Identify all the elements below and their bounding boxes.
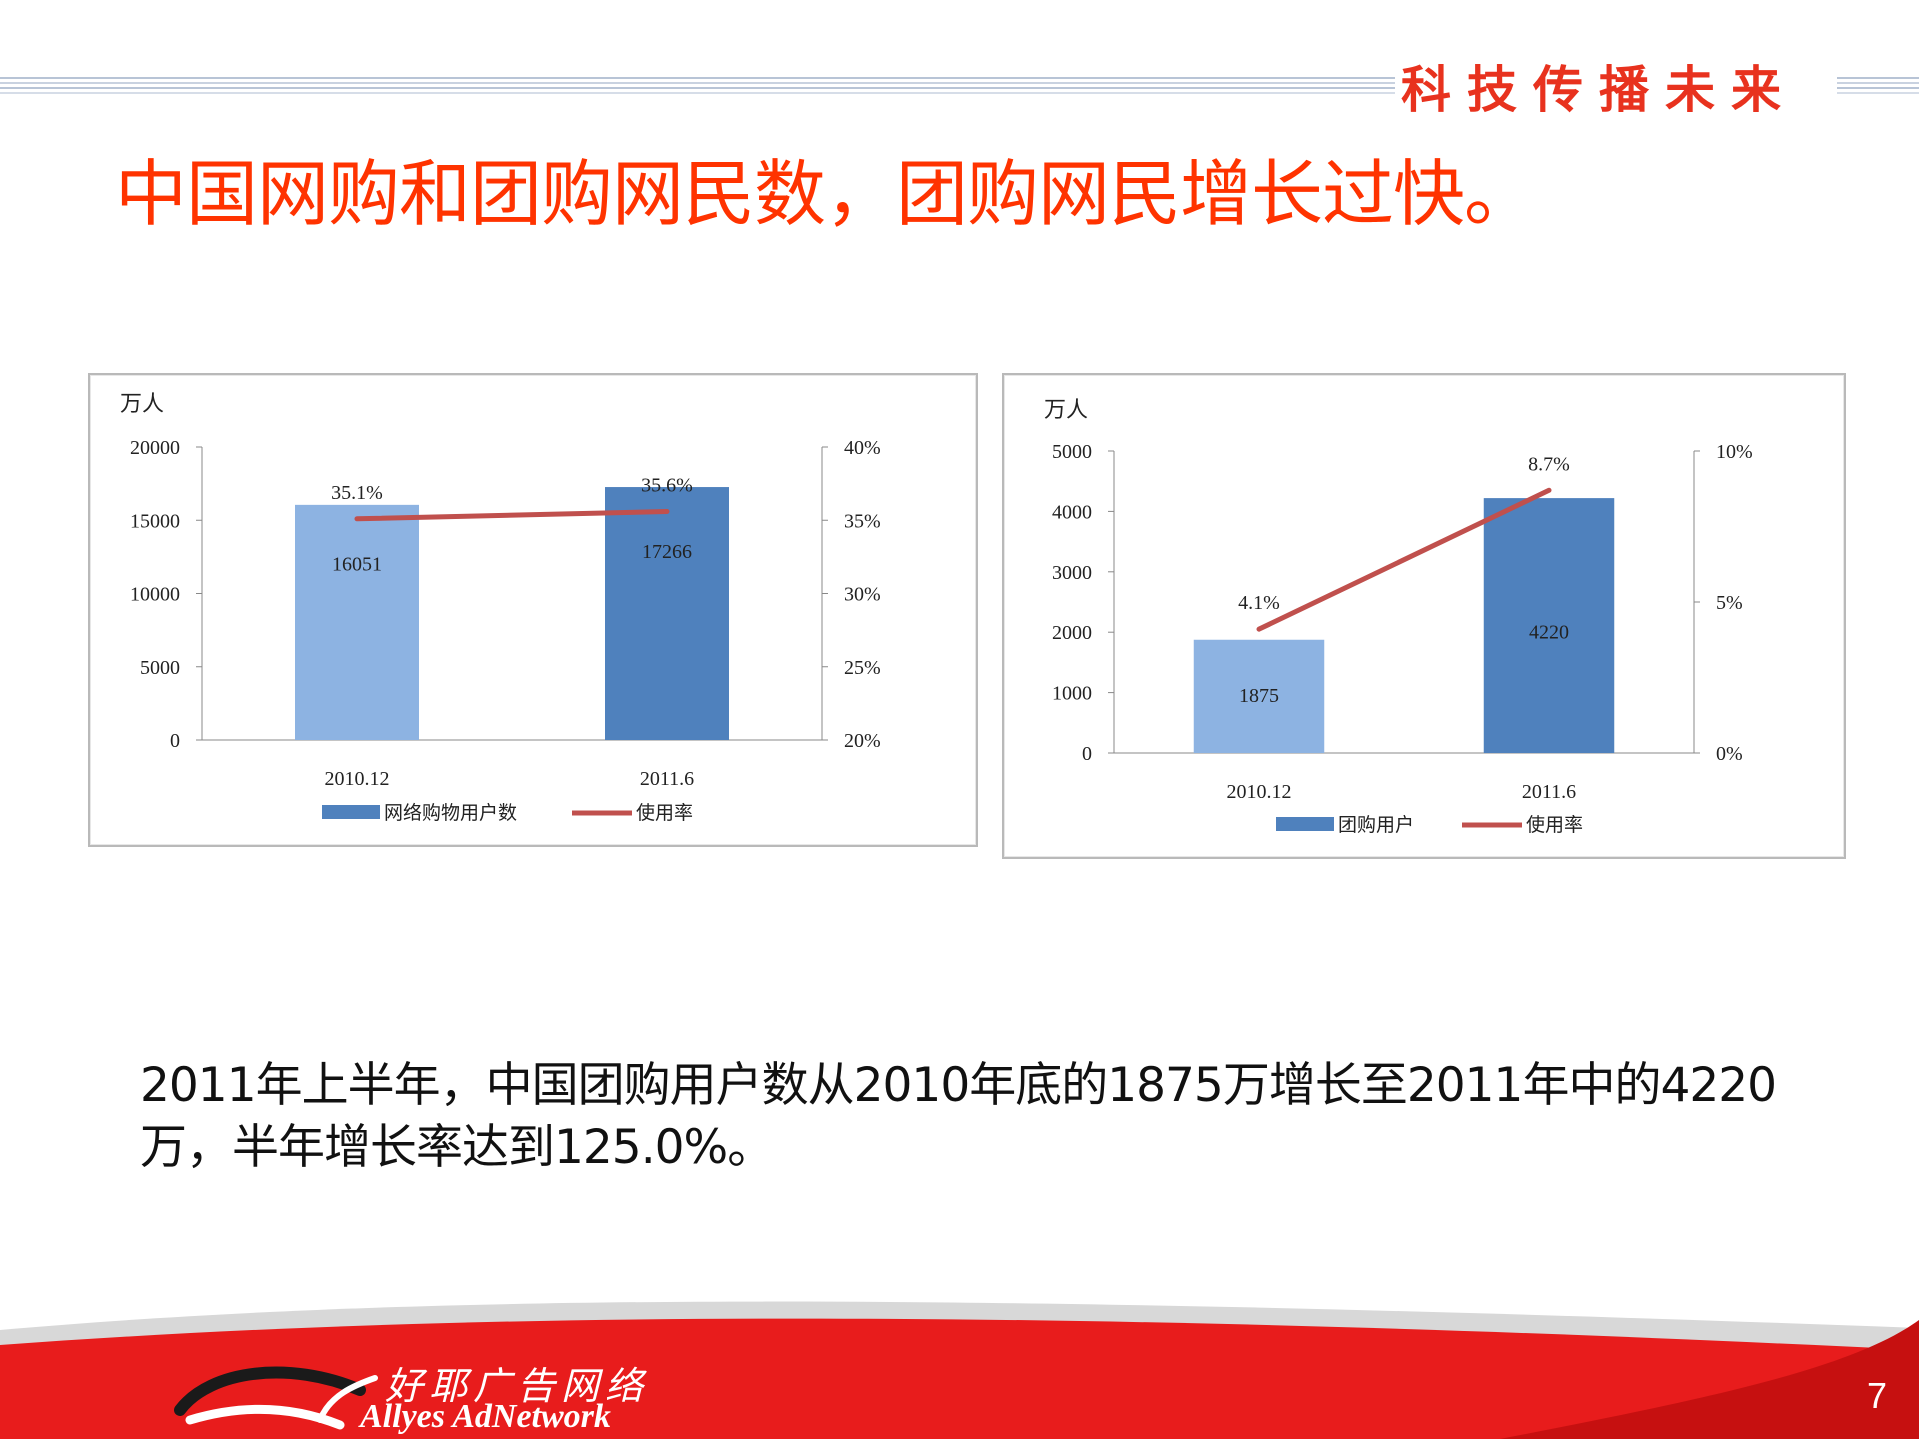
x-tick-label: 2011.6 <box>640 768 694 790</box>
y-left-tick-label: 10000 <box>130 584 180 606</box>
legend: 网络购物用户数 使用率 <box>322 802 693 824</box>
logo-text-en: Allyes AdNetwork <box>360 1398 611 1435</box>
slogan: 科技传播未来 <box>1395 50 1837 122</box>
summary-line-2: 万，半年增长率达到125.0%。 <box>140 1120 774 1175</box>
bar <box>295 504 419 740</box>
bar-value-label: 1875 <box>1239 685 1279 707</box>
y-right-tick-label: 30% <box>844 584 881 606</box>
logo-text-cn: 好耶广告网络 <box>385 1364 650 1408</box>
bar <box>1193 639 1325 753</box>
legend-label-bar: 网络购物用户数 <box>384 802 517 824</box>
chart-svg: 万人 0 1000 2000 3000 4000 5000 0% 5% 10% 2010.12 201… <box>1044 398 1753 836</box>
legend: 团购用户 使用率 <box>1276 814 1583 836</box>
y-left-tick-label: 5000 <box>1052 441 1092 463</box>
x-tick-label: 2010.12 <box>1227 781 1292 803</box>
bar-value-label: 17266 <box>642 541 692 563</box>
bar <box>1483 498 1615 753</box>
footer-banner <box>0 1301 1919 1439</box>
x-tick-label: 2011.6 <box>1522 781 1576 803</box>
y-right-tick-label: 0% <box>1716 743 1743 765</box>
line-point <box>1547 488 1551 493</box>
y-left-tick-label: 0 <box>170 730 180 752</box>
y-left-tick-label: 2000 <box>1052 622 1092 644</box>
x-tick-label: 2010.12 <box>325 768 390 790</box>
legend-label-bar: 团购用户 <box>1338 814 1414 836</box>
y-left-tick-label: 3000 <box>1052 562 1092 584</box>
legend-swatch-bar <box>322 805 380 819</box>
chart-svg: 万人 0 5000 10000 15000 20000 20% 25% 30% 35% 40% 201… <box>120 392 881 824</box>
usage-rate-line <box>354 508 670 522</box>
bar <box>605 487 729 740</box>
bar-value-label: 16051 <box>332 554 382 576</box>
summary-text: 2011年上半年，中国团购用户数从2010年底的1875万增长至2011年中的4… <box>140 1055 1820 1179</box>
bar-value-label: 4220 <box>1529 621 1569 643</box>
unit-label: 万人 <box>1044 398 1088 423</box>
y-right-tick-label: 35% <box>844 510 881 532</box>
online-shopping-chart: 万人 0 5000 10000 15000 20000 20% 25% 30% 35% 40% 201… <box>88 373 978 847</box>
y-left-tick-label: 15000 <box>130 510 180 532</box>
unit-label: 万人 <box>120 392 164 417</box>
group-buying-chart: 万人 0 1000 2000 3000 4000 5000 0% 5% 10% 2010.12 201… <box>1002 373 1846 859</box>
y-left-tick-label: 1000 <box>1052 683 1092 705</box>
legend-label-line: 使用率 <box>636 802 693 824</box>
y-right-tick-label: 20% <box>844 730 881 752</box>
line-point <box>1257 627 1261 632</box>
line-point <box>665 509 669 514</box>
legend-label-line: 使用率 <box>1526 814 1583 836</box>
y-left-tick-label: 0 <box>1082 743 1092 765</box>
y-left-tick-label: 20000 <box>130 437 180 459</box>
line-value-label: 35.6% <box>641 474 693 496</box>
line-value-label: 4.1% <box>1238 592 1280 614</box>
allyes-logo-icon <box>174 1366 378 1430</box>
y-right-tick-label: 40% <box>844 437 881 459</box>
line-value-label: 35.1% <box>331 482 383 504</box>
y-right-tick-label: 25% <box>844 657 881 679</box>
y-left-tick-label: 5000 <box>140 657 180 679</box>
y-right-tick-label: 10% <box>1716 441 1753 463</box>
legend-swatch-bar <box>1276 817 1334 831</box>
y-right-tick-label: 5% <box>1716 592 1743 614</box>
line-point <box>355 516 359 521</box>
usage-rate-line <box>1256 487 1552 632</box>
y-left-tick-label: 4000 <box>1052 501 1092 523</box>
page-title: 中国网购和团购网民数，团购网民增长过快。 <box>115 152 1536 236</box>
line-value-label: 8.7% <box>1528 453 1570 475</box>
summary-line-1: 2011年上半年，中国团购用户数从2010年底的1875万增长至2011年中的4… <box>140 1058 1777 1113</box>
page-number: 7 <box>1866 1375 1887 1416</box>
